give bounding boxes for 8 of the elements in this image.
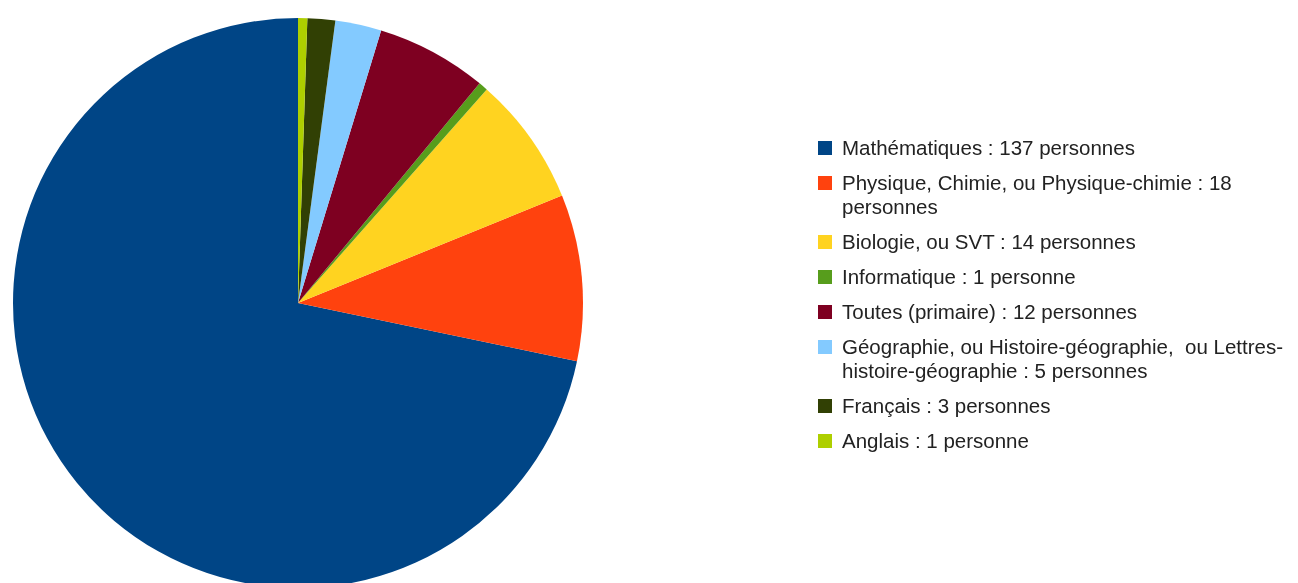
legend-label: Géographie, ou Histoire-géographie, ou Lettres-histoire-géographie : 5 personnes: [842, 335, 1284, 383]
legend-label: Biologie, ou SVT : 14 personnes: [842, 230, 1136, 254]
legend-label: Mathématiques : 137 personnes: [842, 136, 1135, 160]
legend-label: Français : 3 personnes: [842, 394, 1051, 418]
legend-label: Physique, Chimie, ou Physique-chimie : 18 personnes: [842, 171, 1233, 219]
legend-label: Informatique : 1 personne: [842, 265, 1076, 289]
legend-label: Anglais : 1 personne: [842, 429, 1029, 453]
legend-label: Toutes (primaire) : 12 personnes: [842, 300, 1138, 324]
